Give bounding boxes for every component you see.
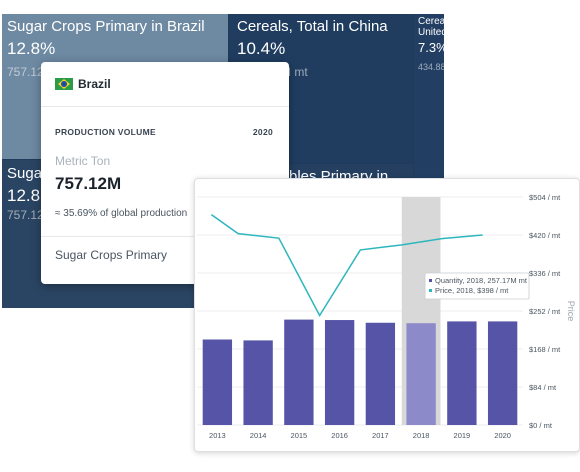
tile-name: Cereals, United S: [418, 16, 444, 38]
x-tick-label-2020: 2020: [494, 431, 511, 440]
y-tick-label: $168 / mt: [529, 345, 561, 354]
y-tick-label: $0 / mt: [529, 421, 553, 430]
tooltip-swatch: [429, 289, 432, 292]
bar-2016: [324, 320, 355, 425]
tooltip-divider: [41, 236, 289, 237]
brazil-flag-icon: [55, 78, 73, 90]
bar-2015: [284, 319, 314, 425]
treemap-tile-us-cereals[interactable]: Cereals, United S 7.3% 434.88M: [414, 14, 444, 179]
tile-value: 434.88M: [418, 61, 444, 72]
bar-2018: [406, 323, 436, 425]
tile-name: Sugar: [7, 165, 48, 182]
chart-card: 2013 2014 2015 2016 2017 2018 2019 2020 $504 / m…: [194, 178, 580, 452]
tooltip-year: 2020: [252, 127, 273, 137]
tile-percentage: 7.3%: [418, 40, 444, 55]
tile-percentage: 12.8%: [7, 39, 56, 58]
tooltip-header: Brazil: [41, 62, 289, 107]
chart-tooltip: [424, 272, 530, 300]
y-tick-label: $84 / mt: [529, 383, 557, 392]
tooltip-country: Brazil: [78, 77, 111, 91]
x-tick-label-2016: 2016: [331, 431, 348, 440]
tile-name: Cereals, Total in China: [237, 18, 388, 35]
x-tick-label-2014: 2014: [250, 431, 267, 440]
x-tick-label-2015: 2015: [291, 431, 308, 440]
bar-2020: [487, 321, 518, 425]
bar-2014: [243, 340, 273, 425]
tooltip-swatch: [429, 279, 432, 282]
y-tick-label: $336 / mt: [529, 269, 561, 278]
y-axis-title: Price: [566, 301, 576, 322]
x-tick-label-2018: 2018: [413, 431, 430, 440]
price-line: [210, 214, 483, 318]
tile-name: Sugar Crops Primary in Brazil: [7, 18, 205, 35]
tile-value: 757.12: [7, 208, 44, 223]
tile-percentage: 12.8: [7, 186, 41, 205]
quantity-price-chart[interactable]: 2013 2014 2015 2016 2017 2018 2019 2020 $504 / m…: [195, 179, 579, 451]
bar-2019: [447, 321, 477, 425]
bar-2013: [202, 339, 233, 425]
y-tick-label: $504 / mt: [529, 193, 561, 202]
y-tick-label: $420 / mt: [529, 231, 561, 240]
tooltip-unit: Metric Ton: [55, 154, 111, 168]
x-tick-label-2013: 2013: [209, 431, 226, 440]
y-tick-label: $252 / mt: [529, 307, 561, 316]
x-tick-label-2019: 2019: [454, 431, 471, 440]
tooltip-crop: Sugar Crops Primary: [55, 248, 168, 262]
tooltip-value: 757.12M: [55, 174, 122, 193]
tooltip-metric-row: PRODUCTION VOLUME 2020: [41, 107, 289, 137]
bar-2017: [365, 322, 396, 425]
chart-tooltip-line: Quantity, 2018, 257.17M mt: [435, 276, 528, 285]
chart-tooltip-line: Price, 2018, $398 / mt: [435, 286, 509, 295]
tile-percentage: 10.4%: [237, 39, 286, 58]
tooltip-global-share: ≈ 35.69% of global production: [55, 208, 188, 219]
x-tick-label-2017: 2017: [372, 431, 389, 440]
tooltip-metric-label: PRODUCTION VOLUME: [55, 127, 156, 137]
